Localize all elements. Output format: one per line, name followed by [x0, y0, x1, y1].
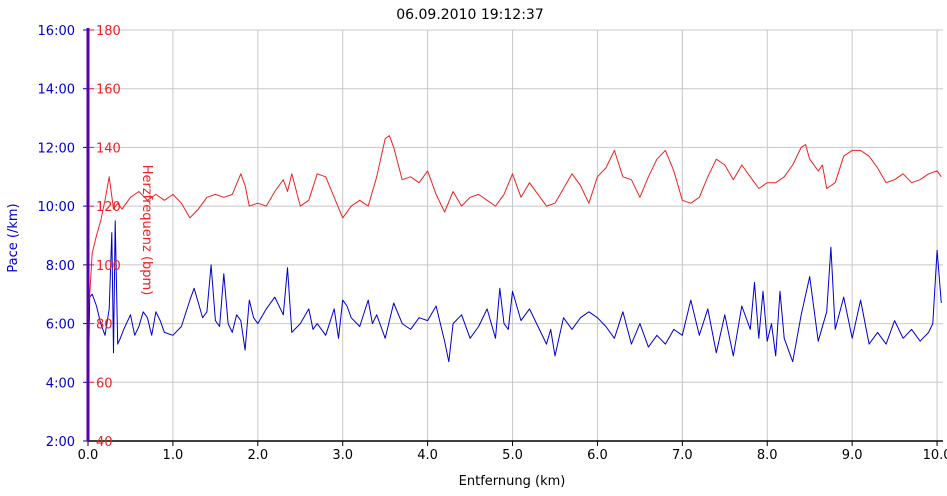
y2-tick-label: 100 [96, 259, 121, 274]
y2-tick-label: 160 [96, 83, 121, 98]
y-tick-label: 2:00 [46, 435, 75, 450]
y2-tick-label: 140 [96, 141, 121, 156]
x-axis-label: Entfernung (km) [459, 474, 566, 489]
y2-tick-label: 80 [96, 318, 113, 333]
heart-rate-series-line [87, 135, 942, 324]
series-layer [87, 135, 942, 409]
y-tick-label: 10:00 [38, 200, 75, 215]
x-tick-label: 4.0 [417, 448, 438, 463]
x-tick-label: 1.0 [163, 448, 184, 463]
y2-tick-label: 180 [96, 24, 121, 39]
y-tick-label: 8:00 [46, 259, 75, 274]
y-tick-label: 16:00 [38, 24, 75, 39]
x-tick-label: 9.0 [842, 448, 863, 463]
x-tick-label: 5.0 [502, 448, 523, 463]
y-tick-label: 12:00 [38, 141, 75, 156]
y-tick-label: 14:00 [38, 83, 75, 98]
y-axis-label: Pace (/km) [6, 203, 21, 272]
x-tick-label: 2.0 [247, 448, 268, 463]
pace-series-line [87, 220, 942, 409]
grid [87, 29, 943, 442]
axes [83, 28, 943, 446]
y2-tick-label: 60 [96, 376, 113, 391]
tick-labels: 0.0 1.0 2.0 3.0 4.0 5.0 6.0 7.0 8.0 9.0 10.0 2:00 4:… [38, 24, 947, 463]
y2-tick-label: 120 [96, 200, 121, 215]
y2-axis-label: Herzfrequenz (bpm) [139, 165, 154, 296]
y-tick-label: 4:00 [46, 376, 75, 391]
x-tick-label: 6.0 [587, 448, 608, 463]
chart-title: 06.09.2010 19:12:37 [396, 7, 544, 23]
x-tick-label: 0.0 [78, 448, 99, 463]
x-tick-label: 10.0 [923, 448, 947, 463]
x-tick-label: 7.0 [672, 448, 693, 463]
x-tick-label: 8.0 [757, 448, 778, 463]
y2-tick-label: 40 [96, 435, 113, 450]
y-tick-label: 6:00 [46, 318, 75, 333]
x-tick-label: 3.0 [332, 448, 353, 463]
